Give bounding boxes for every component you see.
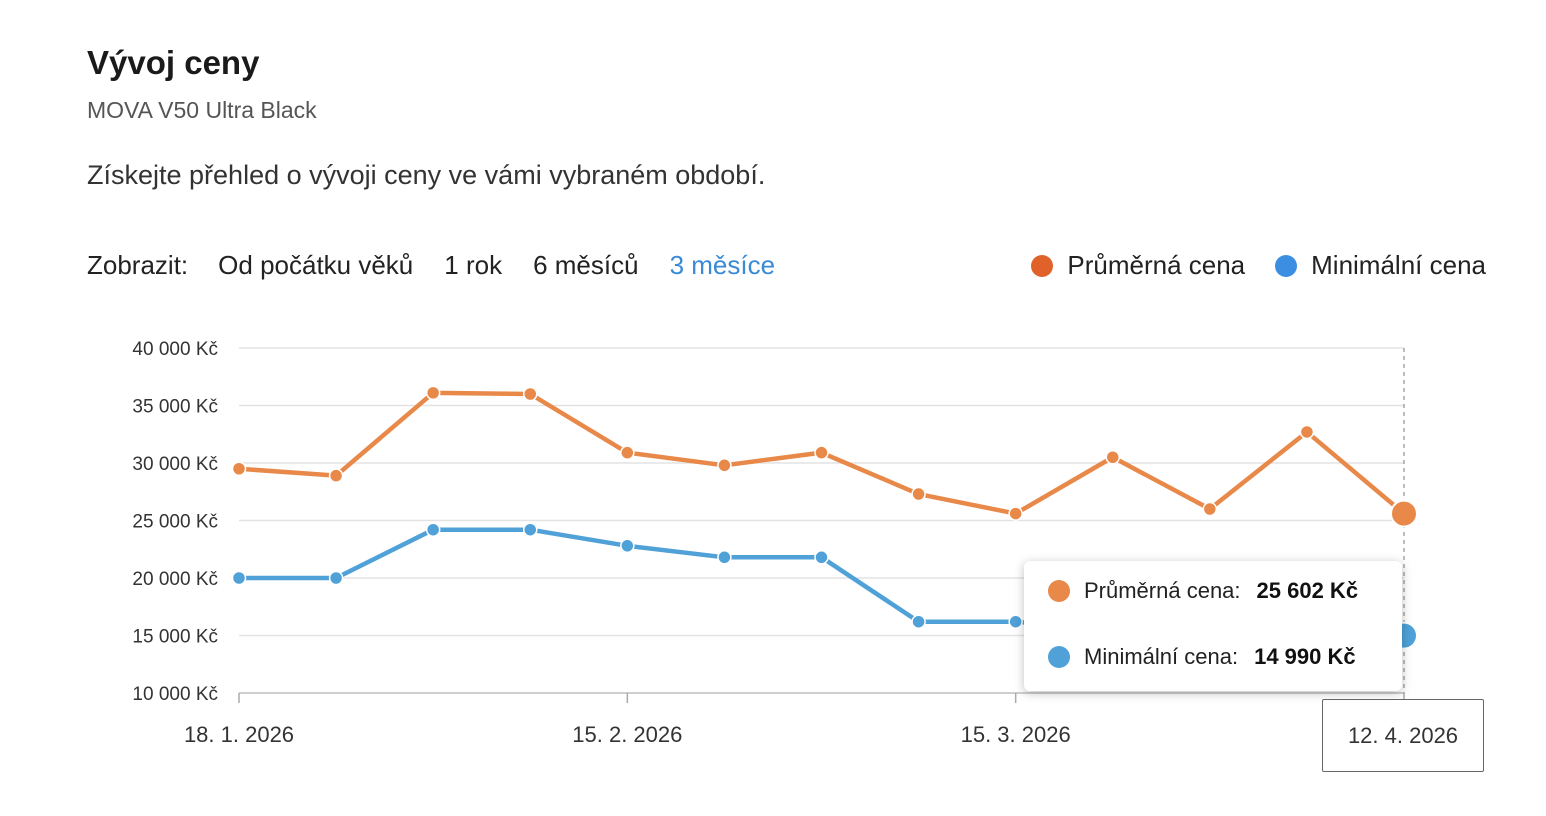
legend-label-minimum: Minimální cena (1311, 250, 1486, 280)
y-tick-label: 20 000 Kč (132, 569, 218, 590)
data-point-average (328, 468, 344, 483)
tooltip-dot-average-icon (1048, 580, 1070, 602)
legend-dot-minimum-icon (1275, 254, 1298, 277)
chart-tooltip: Průměrná cena: 25 602 Kč Minimální cena:… (1024, 561, 1402, 691)
legend-label-average: Průměrná cena (1067, 250, 1246, 280)
data-point-average (231, 461, 247, 476)
data-point-average (717, 458, 732, 473)
tooltip-label-minimum: Minimální cena: (1084, 644, 1239, 669)
data-point-minimum (814, 550, 829, 565)
data-point-minimum (231, 570, 247, 586)
data-point-minimum (620, 538, 635, 554)
data-point-minimum (717, 550, 732, 565)
y-tick-label: 40 000 Kč (132, 339, 218, 360)
data-point-average (425, 385, 441, 401)
data-point-average (1008, 506, 1023, 521)
data-point-minimum (1008, 614, 1023, 629)
data-point-minimum (425, 522, 441, 537)
data-point-average (1299, 424, 1315, 440)
tooltip-dot-minimum-icon (1048, 646, 1070, 668)
description: Získejte přehled o vývoji ceny ve vámi v… (87, 160, 766, 190)
product-name: MOVA V50 Ultra Black (87, 97, 317, 123)
x-tick-label: 18. 1. 2026 (184, 722, 294, 747)
legend-item-average[interactable]: Průměrná cena (1031, 250, 1245, 281)
data-point-average (1202, 501, 1218, 517)
y-tick-label: 30 000 Kč (132, 454, 218, 475)
y-tick-label: 10 000 Kč (132, 684, 218, 705)
period-option-6-months[interactable]: 6 měsíců (533, 250, 639, 280)
chart-legend: Průměrná cena Minimální cena (1001, 250, 1486, 281)
y-tick-label: 35 000 Kč (132, 397, 218, 418)
period-selector: Zobrazit: Od počátku věků 1 rok 6 měsíců… (87, 250, 806, 281)
period-label: Zobrazit: (87, 250, 189, 280)
y-tick-label: 15 000 Kč (132, 627, 218, 648)
data-point-minimum (328, 570, 344, 586)
tooltip-value-average: 25 602 Kč (1256, 578, 1359, 603)
tooltip-row-minimum: Minimální cena: 14 990 Kč (1048, 644, 1356, 670)
x-tick-label: 15. 3. 2026 (961, 722, 1071, 747)
data-point-average (620, 445, 635, 460)
tooltip-row-average: Průměrná cena: 25 602 Kč (1048, 578, 1358, 604)
period-option-all-time[interactable]: Od počátku věků (218, 250, 414, 280)
legend-item-minimum[interactable]: Minimální cena (1275, 250, 1486, 281)
data-point-average (911, 486, 926, 502)
data-point-minimum (523, 522, 538, 537)
tooltip-value-minimum: 14 990 Kč (1254, 644, 1356, 669)
y-tick-label: 25 000 Kč (132, 512, 218, 533)
tooltip-label-average: Průměrná cena: (1084, 578, 1241, 603)
data-point-average (1390, 499, 1418, 528)
data-point-average (1105, 450, 1120, 465)
period-option-1-year[interactable]: 1 rok (444, 250, 503, 280)
legend-dot-average-icon (1031, 254, 1054, 277)
x-tick-label: 15. 2. 2026 (572, 722, 682, 747)
data-point-average (814, 445, 829, 460)
period-option-3-months[interactable]: 3 měsíce (669, 250, 776, 280)
crosshair-date-label: 12. 4. 2026 (1322, 699, 1484, 772)
data-point-minimum (911, 614, 926, 629)
page-title: Vývoj ceny (87, 44, 260, 81)
data-point-average (523, 386, 538, 402)
